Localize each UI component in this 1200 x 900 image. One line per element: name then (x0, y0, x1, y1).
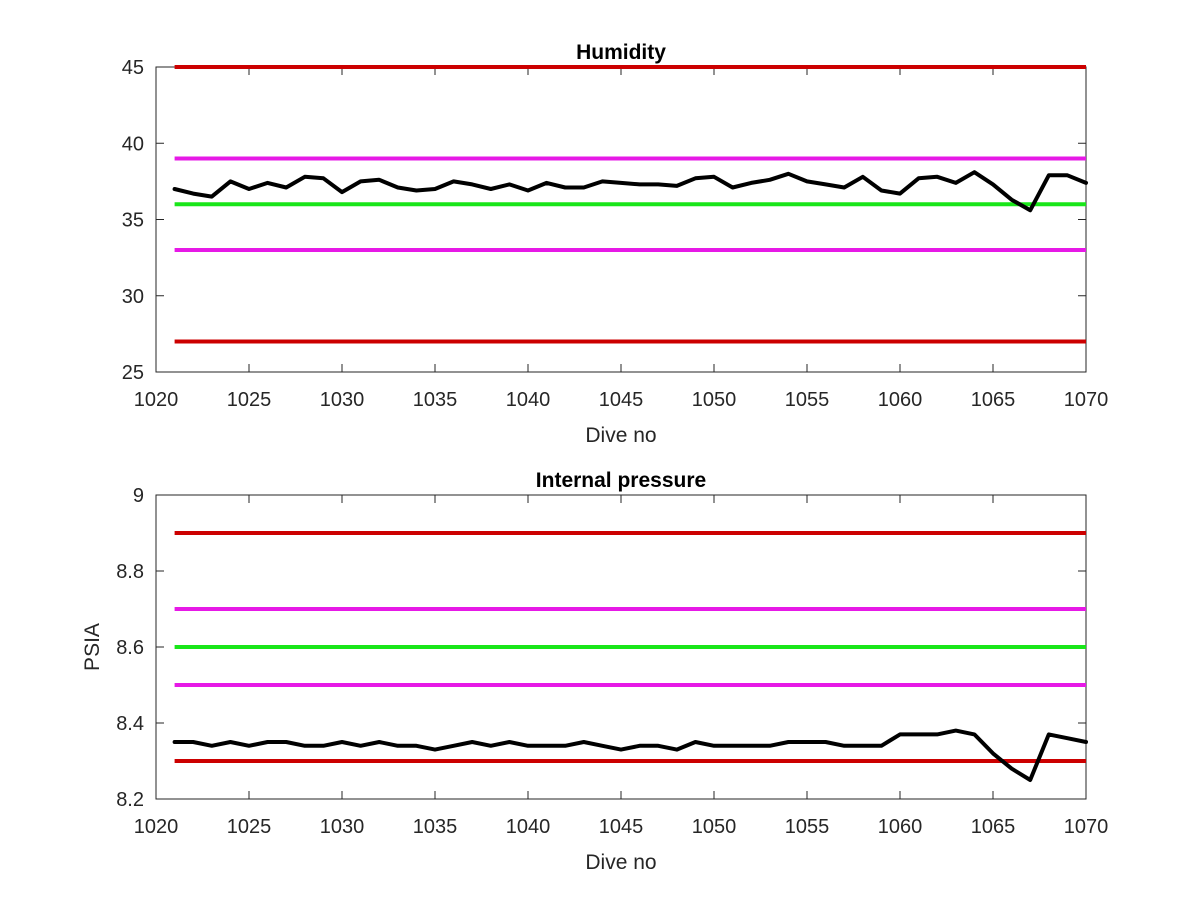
axes-box (155, 66, 1087, 373)
x-tick-label: 1065 (971, 389, 1016, 411)
x-tick-label: 1070 (1064, 816, 1109, 838)
x-tick-label: 1045 (599, 389, 644, 411)
x-tick-label: 1050 (692, 389, 737, 411)
humidity-panel: 1020 1025 1030 1035 1040 1045 1050 1055 1060 1065… (122, 41, 1109, 447)
chart-title: Internal pressure (536, 469, 706, 492)
y-tick-label: 30 (122, 286, 144, 308)
y-tick-label: 9 (133, 485, 144, 507)
y-tick-label: 35 (122, 210, 144, 232)
x-tick-label: 1030 (320, 389, 365, 411)
x-axis-label: Dive no (585, 851, 656, 874)
x-tick-label: 1050 (692, 816, 737, 838)
chart-title: Humidity (576, 41, 666, 64)
x-tick-label: 1030 (320, 816, 365, 838)
series-line (172, 728, 1088, 782)
y-axis-label: PSIA (81, 623, 104, 671)
y-tick-label: 8.2 (116, 789, 144, 811)
series-line (172, 170, 1088, 213)
x-tick-label: 1020 (134, 816, 179, 838)
x-tick-label: 1055 (785, 389, 830, 411)
x-tick-label: 1035 (413, 389, 458, 411)
y-tick-label: 25 (122, 362, 144, 384)
x-axis-label: Dive no (585, 424, 656, 447)
y-tick-label: 8.6 (116, 637, 144, 659)
x-tick-label: 1065 (971, 816, 1016, 838)
x-tick-label: 1070 (1064, 389, 1109, 411)
x-tick-label: 1035 (413, 816, 458, 838)
y-tick-label: 8.8 (116, 561, 144, 583)
internal-pressure-panel: 1020 1025 1030 1035 1040 1045 1050 1055 1060 1065… (81, 469, 1108, 874)
x-tick-label: 1055 (785, 816, 830, 838)
x-tick-label: 1025 (227, 816, 272, 838)
y-tick-label: 40 (122, 133, 144, 155)
x-tick-label: 1040 (506, 389, 551, 411)
x-tick-label: 1060 (878, 389, 923, 411)
y-tick-label: 8.4 (116, 713, 144, 735)
x-tick-label: 1045 (599, 816, 644, 838)
x-tick-label: 1025 (227, 389, 272, 411)
y-tick-label: 45 (122, 57, 144, 79)
x-tick-label: 1060 (878, 816, 923, 838)
x-tick-label: 1040 (506, 816, 551, 838)
x-tick-label: 1020 (134, 389, 179, 411)
